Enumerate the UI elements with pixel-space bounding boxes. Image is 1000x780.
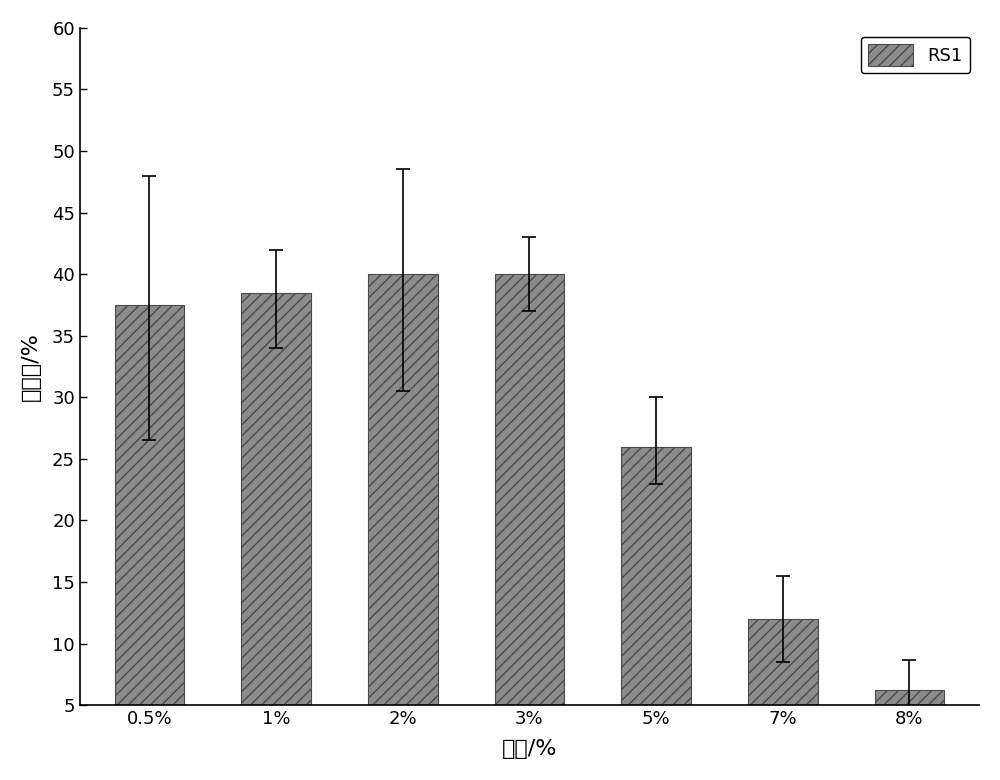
Bar (241, 292, 311, 705)
X-axis label: 盐度/%: 盐度/% (502, 739, 557, 759)
Bar (621, 447, 691, 705)
Bar (875, 690, 944, 705)
Bar (115, 305, 184, 705)
Legend: RS1: RS1 (861, 37, 970, 73)
Bar (368, 274, 438, 705)
Bar (495, 274, 564, 705)
Bar (748, 619, 818, 705)
Y-axis label: 降解率/%: 降解率/% (21, 332, 41, 401)
